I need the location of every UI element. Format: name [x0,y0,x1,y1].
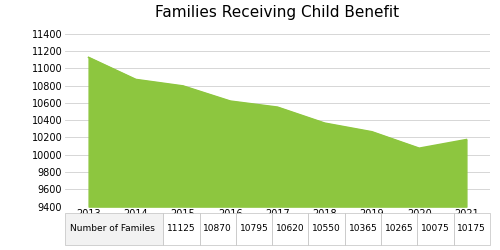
Title: Families Receiving Child Benefit: Families Receiving Child Benefit [156,5,400,20]
